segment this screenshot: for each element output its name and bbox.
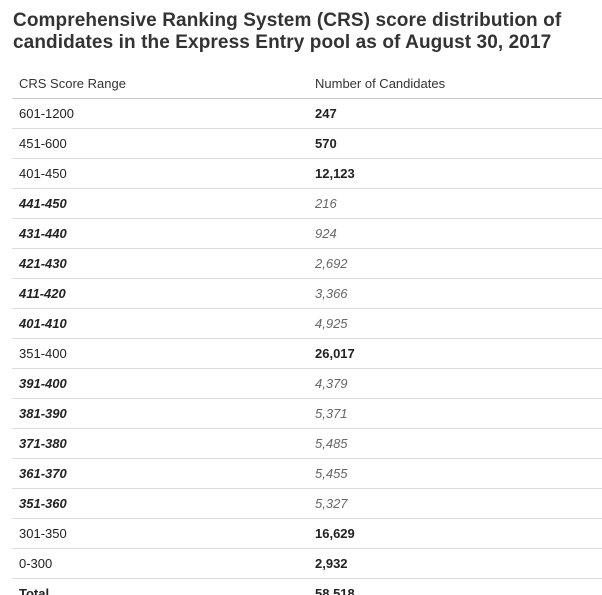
table-row: 301-350 16,629 bbox=[12, 518, 602, 549]
score-range-cell: 381-390 bbox=[12, 398, 308, 429]
score-range-cell: 351-360 bbox=[12, 488, 308, 519]
candidate-count-cell: 4,925 bbox=[308, 308, 602, 339]
candidate-count-cell: 570 bbox=[308, 128, 602, 159]
table-row: 431-440 924 bbox=[12, 218, 602, 249]
score-range-cell: Total bbox=[12, 578, 308, 595]
table-row: 401-410 4,925 bbox=[12, 308, 602, 339]
candidate-count-cell: 2,692 bbox=[308, 248, 602, 279]
candidate-count-cell: 5,371 bbox=[308, 398, 602, 429]
score-range-cell: 441-450 bbox=[12, 188, 308, 219]
score-range-cell: 451-600 bbox=[12, 128, 308, 159]
candidate-count-cell: 216 bbox=[308, 188, 602, 219]
score-range-cell: 601-1200 bbox=[12, 98, 308, 129]
crs-distribution-table: CRS Score Range Number of Candidates 601… bbox=[12, 69, 602, 595]
candidate-count-cell: 12,123 bbox=[308, 158, 602, 189]
score-range-cell: 421-430 bbox=[12, 248, 308, 279]
table-row: 391-400 4,379 bbox=[12, 368, 602, 399]
score-range-cell: 401-450 bbox=[12, 158, 308, 189]
candidate-count-cell: 5,455 bbox=[308, 458, 602, 489]
score-range-cell: 361-370 bbox=[12, 458, 308, 489]
score-range-cell: 351-400 bbox=[12, 338, 308, 369]
score-range-cell: 301-350 bbox=[12, 518, 308, 549]
table-row: 351-360 5,327 bbox=[12, 488, 602, 519]
table-row: Total 58,518 bbox=[12, 578, 602, 595]
table-row: 0-300 2,932 bbox=[12, 548, 602, 579]
candidate-count-cell: 247 bbox=[308, 98, 602, 129]
score-range-cell: 401-410 bbox=[12, 308, 308, 339]
table-row: 421-430 2,692 bbox=[12, 248, 602, 279]
table-row: 361-370 5,455 bbox=[12, 458, 602, 489]
column-header-candidates: Number of Candidates bbox=[308, 69, 602, 99]
table-row: 371-380 5,485 bbox=[12, 428, 602, 459]
table-row: 381-390 5,371 bbox=[12, 398, 602, 429]
candidate-count-cell: 2,932 bbox=[308, 548, 602, 579]
table-row: 451-600 570 bbox=[12, 128, 602, 159]
candidate-count-cell: 3,366 bbox=[308, 278, 602, 309]
table-body: 601-1200 247 451-600 570 401-450 12,123 441-45… bbox=[12, 98, 602, 595]
score-range-cell: 371-380 bbox=[12, 428, 308, 459]
table-row: 411-420 3,366 bbox=[12, 278, 602, 309]
table-row: 441-450 216 bbox=[12, 188, 602, 219]
candidate-count-cell: 5,327 bbox=[308, 488, 602, 519]
candidate-count-cell: 16,629 bbox=[308, 518, 602, 549]
candidate-count-cell: 26,017 bbox=[308, 338, 602, 369]
table-header-row: CRS Score Range Number of Candidates bbox=[12, 69, 602, 99]
candidate-count-cell: 58,518 bbox=[308, 578, 602, 595]
candidate-count-cell: 924 bbox=[308, 218, 602, 249]
score-range-cell: 431-440 bbox=[12, 218, 308, 249]
score-range-cell: 391-400 bbox=[12, 368, 308, 399]
page-title: Comprehensive Ranking System (CRS) score… bbox=[13, 10, 562, 53]
table-row: 351-400 26,017 bbox=[12, 338, 602, 369]
column-header-score-range: CRS Score Range bbox=[12, 69, 308, 99]
table-row: 401-450 12,123 bbox=[12, 158, 602, 189]
table-row: 601-1200 247 bbox=[12, 98, 602, 129]
candidate-count-cell: 5,485 bbox=[308, 428, 602, 459]
score-range-cell: 0-300 bbox=[12, 548, 308, 579]
score-range-cell: 411-420 bbox=[12, 278, 308, 309]
candidate-count-cell: 4,379 bbox=[308, 368, 602, 399]
